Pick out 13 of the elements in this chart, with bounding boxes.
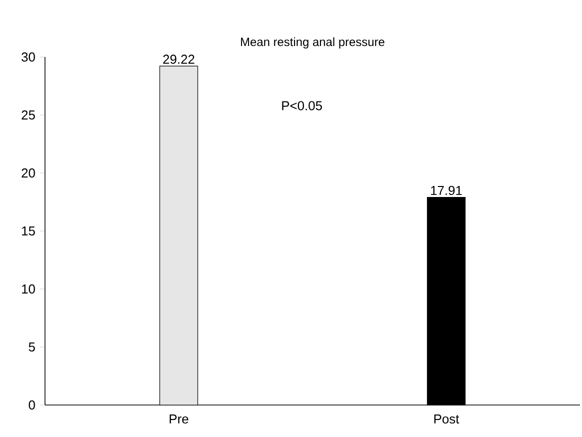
y-tick-label: 15 [22,226,35,236]
y-tick-label: 0 [28,400,35,410]
chart-title: Mean resting anal pressure [241,37,384,49]
y-tick-label: 10 [22,284,35,294]
y-tick-label: 5 [28,342,35,352]
x-tick-label: Pre [170,414,188,424]
annotation: P<0.05 [282,101,322,110]
x-tick-label: Post [434,414,460,424]
y-tick-label: 20 [22,168,35,178]
data-label: 29.22 [163,54,194,64]
data-label: 17.91 [431,186,462,196]
y-tick-label: 30 [22,52,35,62]
y-tick-label: 25 [22,110,35,120]
